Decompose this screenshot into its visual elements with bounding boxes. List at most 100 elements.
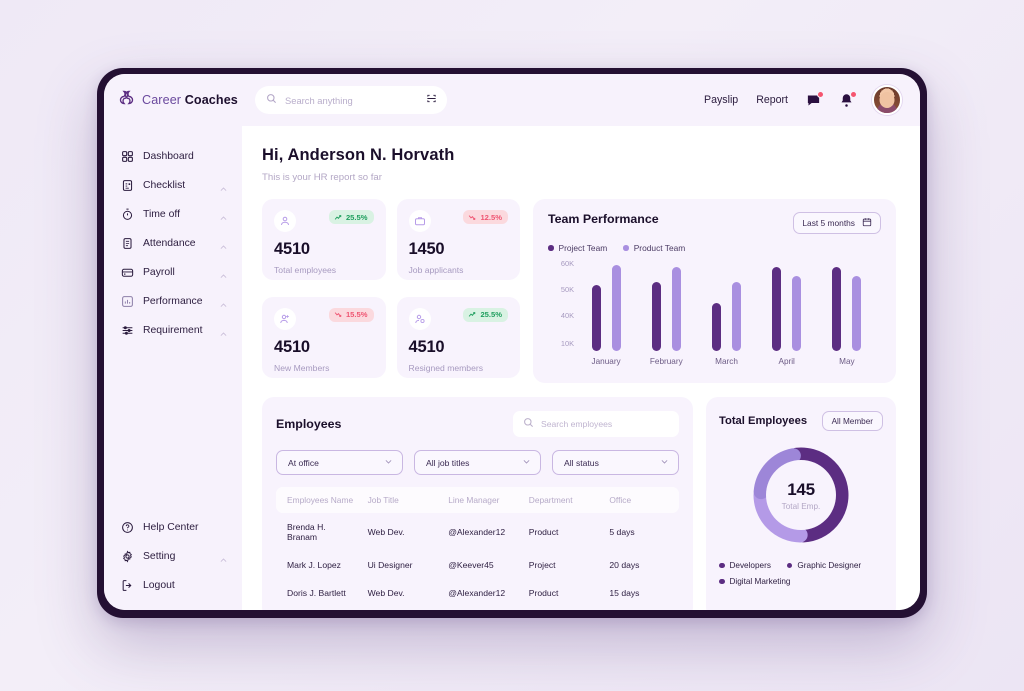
chevron-up-icon[interactable] [219,268,228,278]
stat-card-resigned-members[interactable]: 25.5% 4510 Resigned members [396,296,520,378]
table-cell: @Alexander12 [448,527,506,537]
bar-group [636,259,696,351]
nav-link-payslip[interactable]: Payslip [704,94,739,106]
donut-legend-item: Developers [719,561,771,570]
bar-project-team[interactable] [591,285,601,351]
chevron-up-icon[interactable] [219,181,228,191]
search-input[interactable] [285,94,418,106]
bar-project-team[interactable] [651,282,661,351]
date-range-button[interactable]: Last 5 months [793,212,881,234]
bar-project-team[interactable] [832,266,842,351]
question-circle-icon [120,521,134,535]
chevron-up-icon[interactable] [219,210,228,220]
total-employees-title: Total Employees [719,415,808,427]
global-search[interactable] [255,86,447,114]
sidebar-item-checklist[interactable]: Checklist [104,171,242,200]
sidebar-item-dashboard[interactable]: Dashboard [104,142,242,171]
donut-sublabel: Total Emp. [781,501,821,511]
stat-label: Resigned members [408,362,484,373]
brand-logo[interactable]: Career Coaches [118,89,249,111]
table-column-header: Line Manager [437,487,518,513]
donut-legend-item: Digital Marketing [719,577,790,586]
chevron-up-icon[interactable] [219,552,228,562]
chevron-up-icon[interactable] [219,239,228,249]
table-row[interactable]: Mark J. Lopez Ui Designer @Keever45 Project… [276,551,679,579]
bell-badge-dot [850,90,857,98]
user-minus-icon [408,307,431,330]
bar-project-team[interactable] [772,266,782,351]
status-badge: 25.5% [328,210,374,224]
table-cell: Ui Designer [367,560,413,570]
table-cell: 15 days [609,588,640,598]
legend-item-project-team: Project Team [548,243,607,253]
sidebar-item-label: Requirement [143,325,203,336]
page-subtitle: This is your HR report so far [262,172,382,183]
nav-link-report[interactable]: Report [756,94,788,106]
table-header-row: Employees Name Job Title Line Manager Depar… [276,487,679,513]
bar-project-team[interactable] [711,303,721,351]
sidebar-item-performance[interactable]: Performance [104,287,242,316]
status-badge-value: 12.5% [480,212,502,222]
filter-status[interactable]: All status [552,450,679,475]
sidebar-item-requirement[interactable]: Requirement [104,316,242,345]
table-body: Brenda H. Branam Web Dev. @Alexander12 Prod… [276,513,679,607]
bar-product-team[interactable] [611,265,621,351]
sidebar-item-attendance[interactable]: Attendance [104,229,242,258]
table-cell: Product [528,527,559,537]
employees-title: Employees [276,417,342,431]
chart-plot-area [576,259,877,351]
stat-value: 4510 [274,337,310,356]
bar-product-team[interactable] [792,275,802,351]
top-bar: Career Coaches Payslip Report [104,74,920,126]
table-cell: Project [528,560,556,570]
bar-product-team[interactable] [852,275,862,351]
sidebar: Dashboard Checklist [104,126,242,610]
table-column-header: Office [598,487,679,513]
bell-icon[interactable] [839,90,857,108]
table-cell: Mark J. Lopez [287,560,341,570]
page-title: Hi, Anderson N. Horvath [262,146,455,164]
stat-card-total-employees[interactable]: 25.5% 4510 Total employees [262,199,386,280]
avatar[interactable] [872,85,902,115]
scan-icon[interactable] [426,91,437,109]
table-column-header: Job Title [356,487,438,513]
legend-item-product-team: Product Team [623,243,685,253]
user-icon [274,210,296,232]
briefcase-icon [408,210,431,232]
donut-value: 145 [787,479,815,499]
donut-segment-graphic-designer[interactable] [753,487,808,543]
all-member-button[interactable]: All Member [821,411,883,431]
chevron-up-icon[interactable] [219,297,228,307]
sidebar-item-logout[interactable]: Logout [104,571,242,600]
table-cell: Web Dev. [367,527,405,537]
status-badge-value: 15.5% [345,310,368,319]
bar-product-team[interactable] [731,282,741,351]
sidebar-item-payroll[interactable]: Payroll [104,258,242,287]
sidebar-item-label: Dashboard [143,151,194,162]
filter-office[interactable]: At office [276,450,403,475]
status-badge: 12.5% [463,210,508,224]
bottom-widgets-row: Employees At office [262,397,896,610]
sidebar-item-time-off[interactable]: Time off [104,200,242,229]
message-badge-dot [817,90,824,98]
chevron-up-icon[interactable] [219,326,228,336]
table-row[interactable]: Brenda H. Branam Web Dev. @Alexander12 Prod… [276,513,679,551]
filter-status-value: All status [564,457,599,468]
grid-icon [120,150,134,164]
employees-search[interactable] [513,411,679,437]
donut-segment-developers[interactable] [789,447,849,543]
stat-card-new-members[interactable]: 15.5% 4510 New Members [262,296,386,378]
table-row[interactable]: Doris J. Bartlett Web Dev. @Alexander12 Pro… [276,579,679,607]
donut-segment-digital-marketing[interactable] [753,448,801,500]
team-performance-card: Team Performance Last 5 months [533,199,896,383]
stat-card-job-applicants[interactable]: 12.5% 1450 Job applicants [396,199,520,280]
chevron-down-icon [522,457,531,468]
employees-search-input[interactable] [541,419,669,429]
sidebar-item-setting[interactable]: Setting [104,542,242,571]
filter-job-title[interactable]: All job titles [414,450,541,475]
message-icon[interactable] [806,90,824,108]
bar-product-team[interactable] [671,266,681,351]
legend-label: Project Team [558,243,608,253]
sidebar-item-help-center[interactable]: Help Center [104,513,242,542]
chart-x-axis: January February March April May [576,353,877,373]
